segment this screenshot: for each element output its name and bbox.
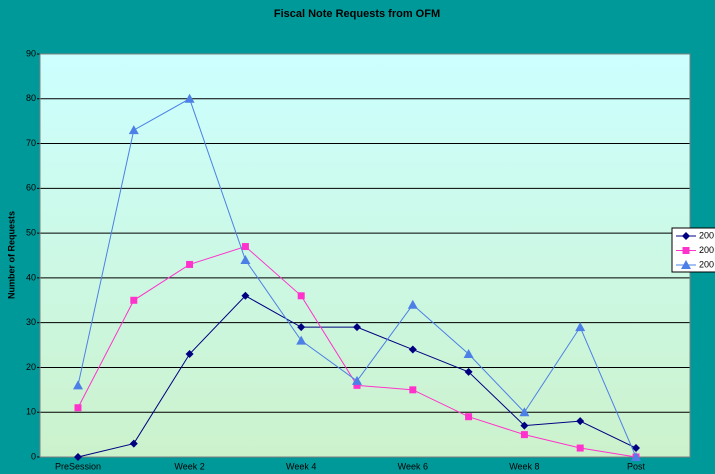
- marker: [464, 367, 473, 376]
- y-tick-label: 70: [26, 138, 36, 148]
- y-tick-label: 80: [26, 93, 36, 103]
- x-tick-label: PreSession: [55, 461, 101, 471]
- marker: [463, 349, 474, 359]
- marker: [241, 243, 249, 251]
- legend-label: 200: [699, 230, 714, 240]
- x-tick-label: Week 2: [174, 461, 204, 471]
- marker: [409, 386, 417, 394]
- legend: 200 200 200: [671, 227, 715, 273]
- marker: [297, 323, 306, 332]
- x-tick-label: Week 4: [286, 461, 316, 471]
- marker: [576, 444, 584, 452]
- legend-label: 200: [699, 245, 714, 255]
- marker: [408, 345, 417, 354]
- y-tick-label: 30: [26, 317, 36, 327]
- marker: [240, 254, 251, 264]
- x-tick-label: Post: [627, 461, 646, 471]
- y-tick-label: 0: [31, 451, 36, 461]
- marker: [74, 453, 82, 461]
- marker: [631, 452, 641, 461]
- marker: [575, 322, 586, 332]
- marker: [185, 350, 194, 359]
- marker: [296, 335, 307, 345]
- marker: [297, 292, 305, 300]
- x-tick-label: Week 8: [509, 461, 539, 471]
- y-tick-label: 10: [26, 407, 36, 417]
- marker: [353, 381, 361, 389]
- marker: [352, 375, 362, 385]
- x-tick-label: Week 6: [398, 461, 428, 471]
- marker: [73, 380, 83, 390]
- marker: [353, 323, 361, 332]
- y-tick-label: 20: [26, 362, 36, 372]
- y-tick-label: 90: [26, 48, 36, 58]
- y-axis-title: Number of Requests: [6, 211, 16, 299]
- marker: [682, 232, 690, 240]
- chart-title: Fiscal Note Requests from OFM: [274, 8, 440, 20]
- y-tick-label: 50: [26, 227, 36, 237]
- marker: [128, 125, 139, 135]
- y-tick-label: 60: [26, 183, 36, 193]
- marker: [682, 247, 690, 254]
- legend-label: 200: [699, 259, 714, 269]
- marker: [576, 417, 585, 426]
- marker: [632, 444, 640, 453]
- marker: [186, 260, 194, 268]
- marker: [520, 421, 529, 430]
- marker: [241, 291, 250, 300]
- marker: [465, 413, 473, 421]
- marker: [74, 404, 82, 412]
- marker: [681, 260, 691, 269]
- marker: [184, 93, 195, 103]
- marker: [130, 296, 138, 304]
- marker: [129, 439, 138, 448]
- marker: [519, 407, 530, 417]
- marker: [520, 431, 528, 439]
- plot-area: [40, 54, 690, 457]
- y-tick-label: 40: [26, 272, 36, 282]
- marker: [407, 299, 418, 309]
